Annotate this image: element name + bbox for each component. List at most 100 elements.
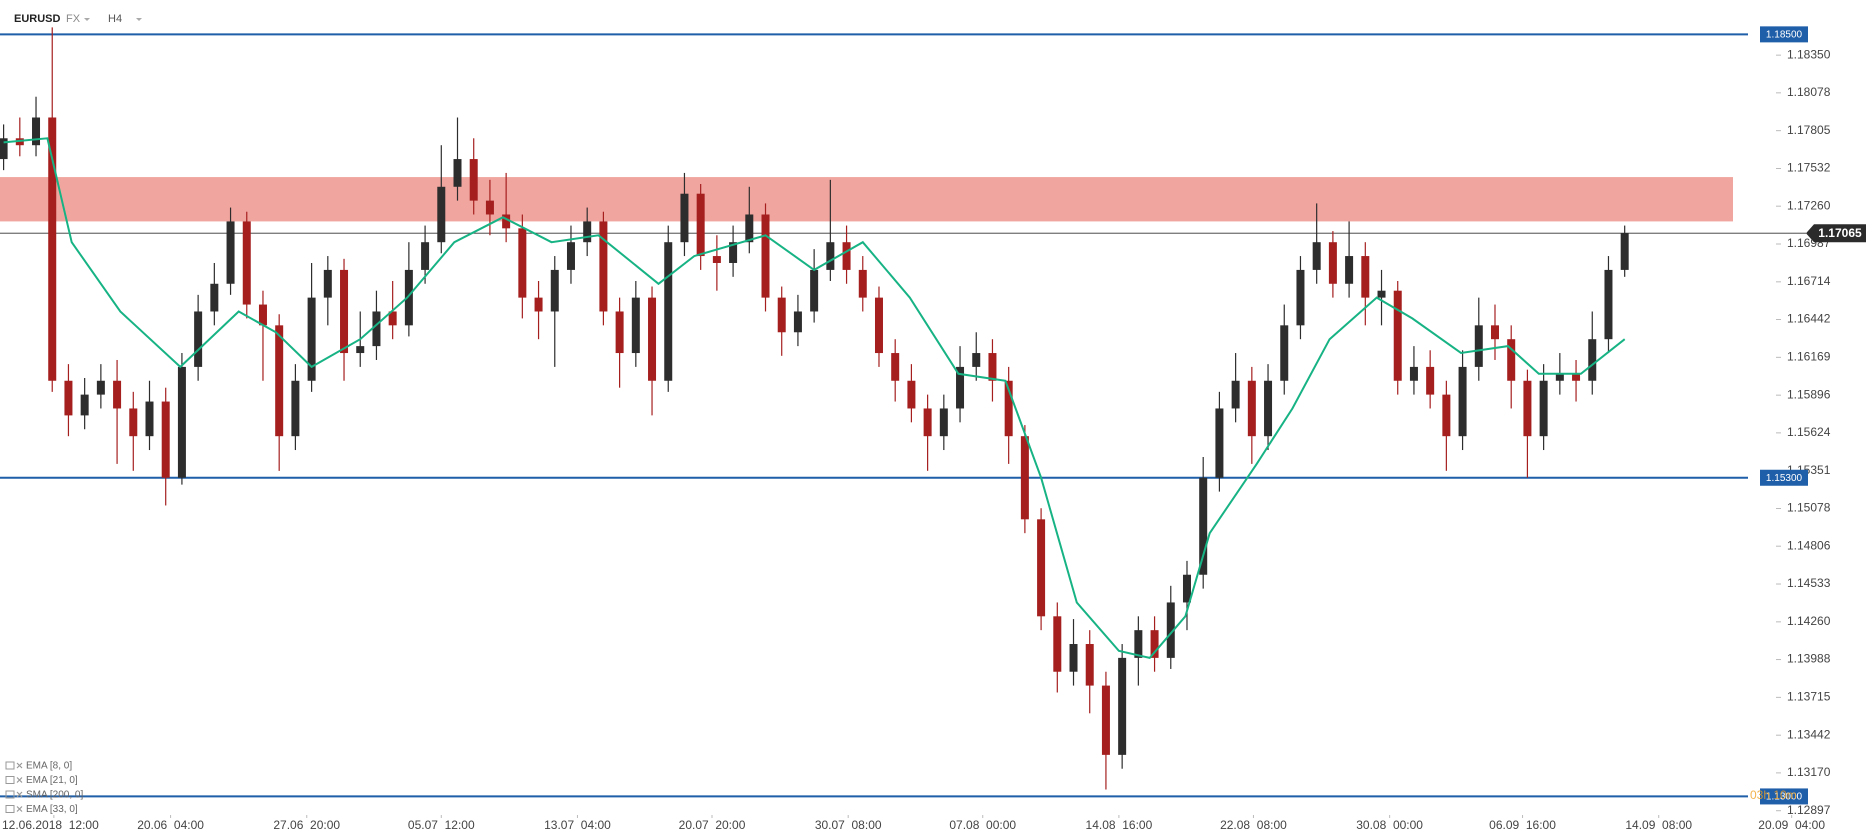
candle-body bbox=[696, 193, 705, 257]
candle-body bbox=[307, 297, 316, 381]
candle-body bbox=[874, 297, 883, 354]
candle-body bbox=[599, 221, 608, 312]
y-tick-label: 1.15078 bbox=[1787, 501, 1831, 515]
dropdown-caret bbox=[84, 18, 90, 21]
candle-body bbox=[1539, 380, 1548, 437]
level-label: 1.18500 bbox=[1766, 30, 1803, 41]
candle-body bbox=[1377, 290, 1386, 298]
candle-body bbox=[1296, 269, 1305, 326]
indicator-remove[interactable] bbox=[16, 762, 23, 769]
y-tick-label: 1.14533 bbox=[1787, 576, 1831, 590]
y-tick-label: 1.15896 bbox=[1787, 387, 1831, 401]
candle-body bbox=[129, 408, 138, 437]
x-tick-label: 30.07 08:00 bbox=[815, 818, 882, 832]
candle-body bbox=[550, 269, 559, 312]
indicator-icon bbox=[5, 776, 15, 784]
candle-body bbox=[226, 221, 235, 284]
x-tick-label: 27.06 20:00 bbox=[273, 818, 340, 832]
indicator-remove[interactable] bbox=[16, 806, 23, 812]
moving-average-line bbox=[3, 137, 1626, 660]
candle-body bbox=[1264, 380, 1273, 437]
indicator-label[interactable]: SMA [200, 0] bbox=[26, 790, 83, 801]
candle-body bbox=[80, 394, 89, 416]
candle-body bbox=[1053, 616, 1062, 672]
x-tick-label: 22.08 08:00 bbox=[1220, 818, 1287, 832]
candle-body bbox=[1572, 373, 1581, 381]
y-tick-label: 1.13715 bbox=[1787, 690, 1831, 704]
candle-body bbox=[777, 297, 786, 333]
indicator-label[interactable]: EMA [8, 0] bbox=[26, 761, 72, 772]
candle-body bbox=[1134, 630, 1143, 658]
candle-body bbox=[275, 325, 284, 437]
candle-body bbox=[194, 311, 203, 367]
candle-body bbox=[291, 380, 300, 437]
candle-body bbox=[1247, 380, 1256, 437]
indicator-label[interactable]: EMA [33, 0] bbox=[26, 804, 78, 815]
candle-body bbox=[469, 159, 478, 201]
y-tick-label: 1.18350 bbox=[1787, 47, 1831, 61]
candle-body bbox=[1426, 366, 1435, 395]
candle-body bbox=[858, 269, 867, 298]
indicator-remove[interactable] bbox=[16, 777, 23, 783]
indicator-icon bbox=[5, 790, 15, 799]
candle-body bbox=[939, 408, 948, 437]
candle-body bbox=[518, 228, 527, 298]
candle-body bbox=[745, 214, 754, 243]
interval[interactable]: H4 bbox=[108, 13, 122, 25]
candle-body bbox=[729, 242, 738, 263]
y-tick-label: 1.13988 bbox=[1787, 652, 1831, 666]
candle-body bbox=[1004, 380, 1013, 437]
candle-body bbox=[842, 242, 851, 270]
candle-body bbox=[1312, 242, 1321, 270]
candle-body bbox=[0, 138, 8, 160]
level-label-box bbox=[1760, 469, 1808, 486]
level-label-box bbox=[1760, 788, 1808, 805]
candle-body bbox=[453, 159, 462, 187]
candle-body bbox=[1345, 256, 1354, 284]
candle-body bbox=[648, 297, 657, 381]
level-label: 1.15300 bbox=[1766, 473, 1803, 484]
candle-body bbox=[177, 366, 186, 478]
candle-body bbox=[988, 353, 997, 381]
resistance-zone bbox=[0, 177, 1733, 222]
candle-body bbox=[1328, 242, 1337, 284]
x-tick-label: 30.08 00:00 bbox=[1356, 818, 1423, 832]
candle-body bbox=[534, 297, 543, 312]
candle-body bbox=[1166, 602, 1175, 658]
candle-body bbox=[1523, 380, 1532, 437]
candle-body bbox=[956, 366, 965, 409]
candle-body bbox=[437, 186, 446, 243]
candle-body bbox=[712, 256, 721, 263]
candle-body bbox=[972, 353, 981, 367]
candle-body bbox=[680, 193, 689, 243]
x-tick-label: 14.08 16:00 bbox=[1086, 818, 1153, 832]
candle-body bbox=[388, 311, 397, 326]
y-tick-label: 1.18078 bbox=[1787, 85, 1831, 99]
candle-body bbox=[1182, 574, 1191, 603]
candle-body bbox=[145, 401, 154, 437]
candle-body bbox=[1474, 325, 1483, 367]
y-tick-label: 1.15624 bbox=[1787, 425, 1831, 439]
y-tick-label: 1.16714 bbox=[1787, 274, 1831, 288]
x-tick-label: 20.06 04:00 bbox=[137, 818, 204, 832]
candle-body bbox=[1458, 366, 1467, 437]
x-tick-label: 07.08 00:00 bbox=[949, 818, 1016, 832]
candle-body bbox=[1555, 373, 1564, 381]
indicator-icon bbox=[5, 761, 15, 770]
market[interactable]: FX bbox=[66, 13, 81, 25]
x-tick-label: 20.07 20:00 bbox=[679, 818, 746, 832]
symbol[interactable]: EURUSD bbox=[14, 13, 61, 25]
candle-body bbox=[891, 353, 900, 381]
candle-body bbox=[113, 380, 122, 409]
candle-body bbox=[923, 408, 932, 437]
indicator-remove[interactable] bbox=[16, 791, 23, 798]
candle-body bbox=[1490, 325, 1499, 340]
x-tick-label: 20.09 04:00 bbox=[1758, 818, 1825, 832]
candle-body bbox=[1620, 233, 1629, 270]
candle-body bbox=[810, 269, 819, 312]
y-tick-label: 1.16442 bbox=[1787, 312, 1831, 326]
indicator-label[interactable]: EMA [21, 0] bbox=[26, 775, 78, 786]
dropdown-caret bbox=[136, 18, 142, 21]
candle-body bbox=[161, 401, 170, 478]
candle-body bbox=[907, 380, 916, 409]
